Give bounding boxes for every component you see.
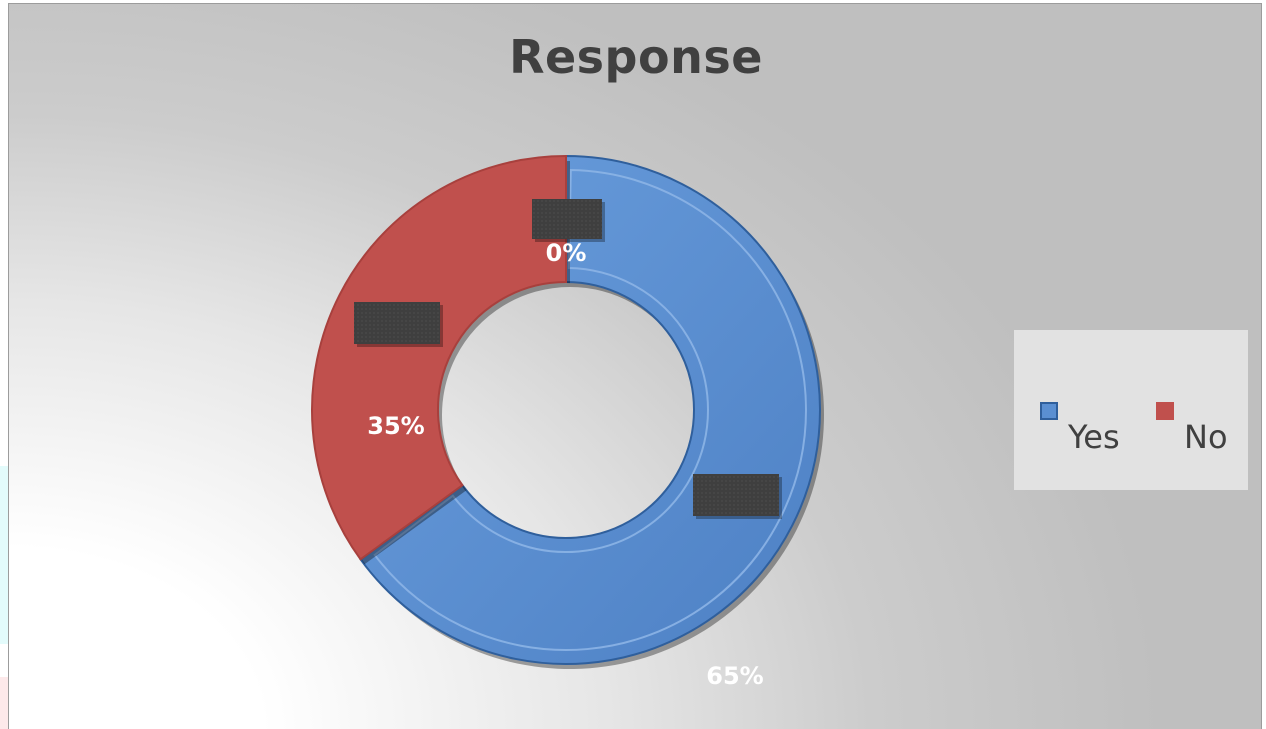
chart-title: Response — [509, 30, 763, 84]
legend-label-yes: Yes — [1068, 418, 1120, 456]
donut-slice-yes[interactable] — [359, 154, 821, 665]
donut-plot: 65% 35% 0% — [311, 154, 824, 690]
data-label-zero: 0% — [546, 239, 587, 267]
label-box-no — [354, 302, 440, 344]
data-label-yes: 65% — [706, 662, 763, 690]
donut-slice-no[interactable] — [311, 154, 567, 561]
legend-swatch-yes — [1040, 402, 1058, 420]
label-box-yes — [693, 474, 779, 516]
left-edge-strip-bottom — [0, 677, 10, 729]
chart-legend: Yes No — [1014, 330, 1248, 490]
left-edge-strip-top — [0, 466, 10, 644]
chart-area[interactable]: Response 65% 35% 0% Yes — [8, 3, 1262, 729]
data-label-no: 35% — [367, 412, 424, 440]
legend-swatch-no — [1156, 402, 1174, 420]
legend-label-no: No — [1184, 418, 1228, 456]
donut-slice-bevel-yes — [373, 169, 807, 651]
label-box-zero — [532, 199, 602, 239]
